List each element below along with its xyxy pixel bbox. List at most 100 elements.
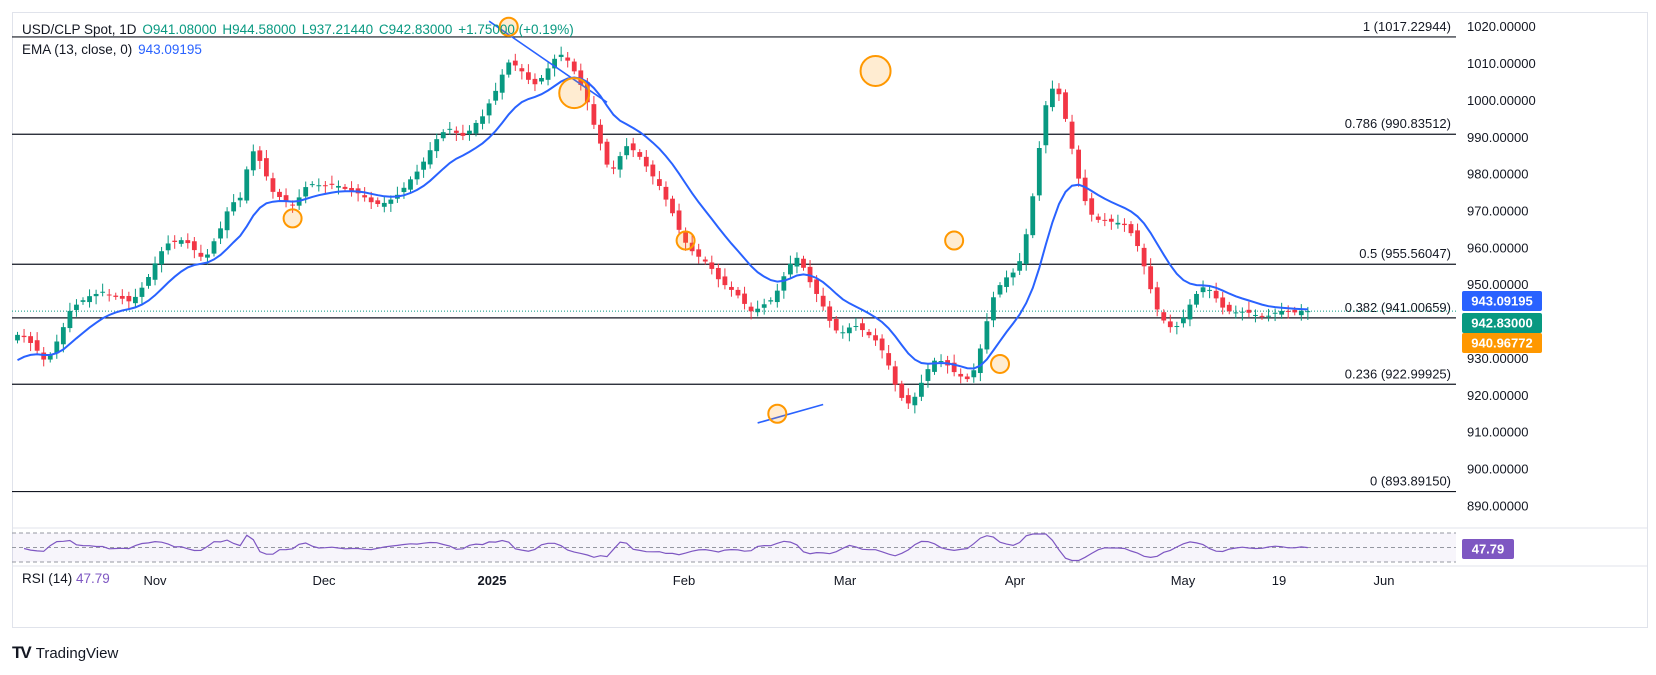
tv-logo-icon: TV [12,643,32,662]
candle [191,237,197,259]
candle-body [1174,326,1180,328]
candle-body [309,184,315,186]
candle [1023,228,1029,271]
trend-line [488,20,608,103]
swing-marker [498,16,519,37]
candle-body [519,68,525,72]
candle [237,192,243,208]
candle [853,317,859,331]
candle [630,137,636,158]
candle-body [28,336,33,343]
tradingview-logo[interactable]: TV TradingView [12,643,118,663]
candle-body [663,186,669,200]
candle [519,63,525,80]
candle-body [1161,312,1167,321]
candle-body [277,191,282,198]
candle-body [532,78,538,85]
candle-body [1259,315,1265,317]
x-tick-label: May [1171,573,1196,588]
candle [801,255,806,271]
candle-body [860,323,865,331]
chart-frame[interactable] [12,12,1648,628]
candle-body [434,139,440,152]
candle-body [460,132,466,136]
candle [172,235,178,249]
candle-body [1298,310,1304,316]
candle-body [480,116,485,124]
candle [1102,213,1108,227]
fib-level-label: 0.236 (922.99925) [1345,366,1451,381]
candle [100,283,106,297]
candle [512,53,518,71]
candle [1161,309,1167,324]
candle [453,126,459,141]
candle-body [905,395,911,404]
candle-body [244,169,250,201]
candle [781,272,787,299]
candle-body [683,231,688,243]
candle [178,237,184,247]
candle [1128,221,1134,237]
x-tick-label: Mar [834,573,857,588]
candle [185,233,191,249]
candle-body [879,338,885,351]
candle-body [74,304,79,310]
candle [1213,282,1219,303]
ema-label[interactable]: EMA (13, close, 0) [22,42,133,57]
candle-body [571,61,577,72]
candle-body [991,297,996,321]
candle-body [60,327,66,345]
candle [958,368,964,384]
candle [545,61,551,86]
candle-body [715,267,721,280]
y-tick-label: 980.00000 [1467,167,1528,182]
candle-body [925,369,931,381]
candle [820,287,826,311]
candle [833,316,839,334]
candle [932,357,937,375]
candle-body [1036,148,1042,196]
symbol-label[interactable]: USD/CLP Spot, 1D [22,22,137,37]
candle-body [1305,311,1311,313]
candle-body [283,195,289,202]
candle-body [146,277,151,286]
candle [421,157,426,178]
candle-body [421,161,426,170]
candle-body [139,287,145,297]
candle [74,299,79,317]
candle-body [349,187,354,192]
candle [742,286,747,310]
candle-body [1056,88,1062,95]
candle [866,328,872,339]
candle [971,363,977,383]
candle [925,363,931,388]
candle-body [133,296,138,304]
candle [67,302,73,333]
candle-body [598,124,603,144]
candle [1095,213,1101,223]
candle [1043,101,1049,154]
candle [873,328,878,346]
candle-body [774,290,780,303]
rsi-label[interactable]: RSI (14) [22,571,73,586]
candle-body [427,150,433,165]
candle-body [1226,304,1232,312]
y-tick-label: 970.00000 [1467,204,1528,219]
candle-body [1135,230,1140,247]
rsi-line [23,533,1308,562]
candle [1272,308,1278,322]
candle-body [768,300,774,302]
candle-body [257,150,263,161]
candle-body [231,202,237,212]
candle-body [198,252,204,257]
candle-body [159,251,164,265]
candle-body [93,293,99,297]
candle-body [237,197,243,201]
candle [637,149,643,160]
candle-body [1279,310,1285,315]
candle [977,344,983,382]
candle-body [977,348,983,374]
candle [1194,291,1199,308]
candle [467,125,472,141]
